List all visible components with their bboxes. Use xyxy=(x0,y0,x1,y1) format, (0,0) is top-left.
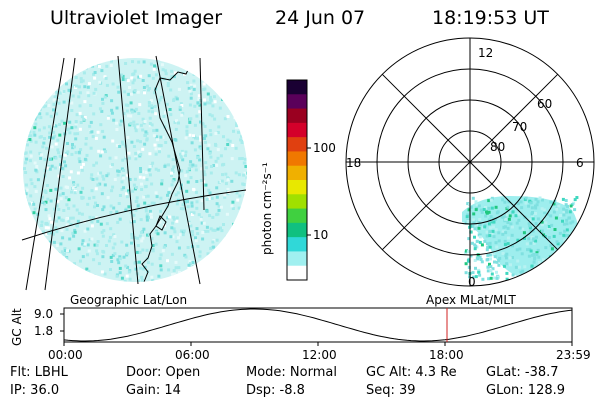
time-label: 18:19:53 UT xyxy=(432,7,549,29)
date-label: 24 Jun 07 xyxy=(275,7,366,29)
mlt-label-18: 18 xyxy=(346,156,362,170)
mlt-label-12: 12 xyxy=(478,46,494,60)
alt-tick-1-8: 1.8 xyxy=(34,324,54,338)
time-tick-1200: 12:00 xyxy=(302,348,337,362)
time-tick-0000: 00:00 xyxy=(48,348,83,362)
info-gc-alt: GC Alt: 4.3 Re xyxy=(366,365,457,380)
polar-plot xyxy=(345,37,595,287)
coastline xyxy=(141,65,191,282)
time-tick-1800: 18:00 xyxy=(429,348,464,362)
lat-label-80: 80 xyxy=(490,140,506,154)
info-flt: Flt: LBHL xyxy=(10,365,68,380)
time-tick-2359: 23:59 xyxy=(556,348,591,362)
mlt-label-6: 6 xyxy=(576,156,584,170)
apex-label: Apex MLat/MLT xyxy=(426,293,516,307)
lat-label-70: 70 xyxy=(512,120,528,134)
info-mode: Mode: Normal xyxy=(246,365,337,380)
alt-tick-9: 9.0 xyxy=(34,307,54,321)
gc-alt-axis-title: GC Alt xyxy=(10,308,24,346)
colorbar-tick-100: 100 xyxy=(313,141,336,155)
info-door: Door: Open xyxy=(126,365,201,380)
info-glat: GLat: -38.7 xyxy=(486,365,559,380)
altitude-strip xyxy=(60,307,573,346)
graticule xyxy=(21,55,247,291)
info-dsp: Dsp: -8.8 xyxy=(246,383,305,398)
geographic-label: Geographic Lat/Lon xyxy=(70,293,188,307)
mlt-label-0: 0 xyxy=(468,275,476,289)
time-tick-0600: 06:00 xyxy=(175,348,210,362)
colorbar-unit-label: photon cm⁻²s⁻¹ xyxy=(260,162,274,255)
geographic-image xyxy=(21,55,247,291)
info-seq: Seq: 39 xyxy=(366,383,416,398)
info-ip: IP: 36.0 xyxy=(10,383,60,398)
lat-label-60: 60 xyxy=(537,97,553,111)
colorbar xyxy=(286,79,311,281)
info-gain: Gain: 14 xyxy=(126,383,181,398)
info-glon: GLon: 128.9 xyxy=(486,383,566,398)
instrument-title: Ultraviolet Imager xyxy=(50,7,223,29)
colorbar-tick-10: 10 xyxy=(313,228,329,242)
